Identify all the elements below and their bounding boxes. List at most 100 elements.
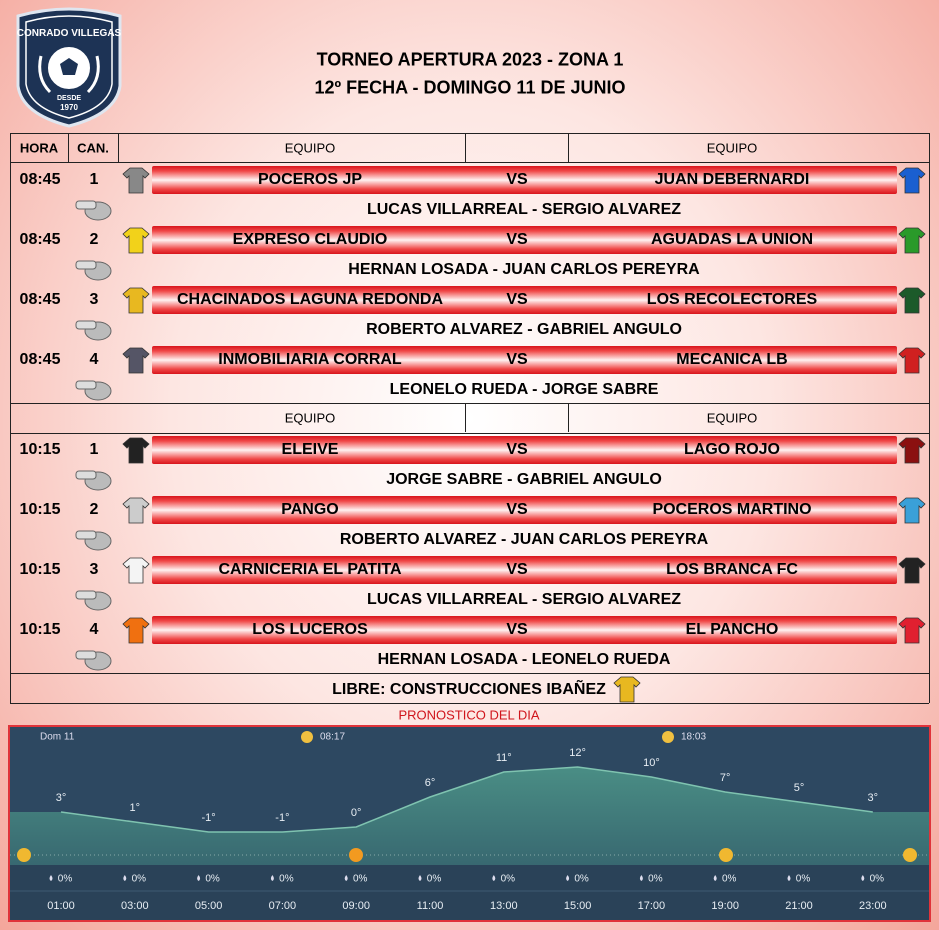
table-line [10,703,929,704]
whistle-icon [75,380,112,401]
table-line [10,673,929,674]
match-bar [152,496,897,524]
forecast-title: PRONOSTICO DEL DIA [398,707,540,723]
libre: LIBRE: CONSTRUCCIONES IBAÑEZ [332,681,606,698]
header-cell: CAN. [77,140,109,156]
drop-icon [713,875,717,881]
home-team: CARNICERIA EL PATITA [218,561,402,578]
logo-name: CONRADO VILLEGAS [17,28,122,39]
match-field: 2 [89,501,99,518]
match-field: 1 [89,441,99,458]
home-team: POCEROS JP [257,171,363,188]
away-shirt [898,557,926,584]
away-shirt [898,167,926,194]
hour-label: 13:00 [490,900,518,912]
rain-label: 0% [58,874,73,885]
temp-label: 3° [56,792,67,804]
temp-line [60,766,873,833]
home-shirt [122,347,150,374]
table-line [929,133,930,703]
hour-label: 01:00 [47,900,75,912]
logo: CONRADO VILLEGAS DESDE 1970 [16,7,122,128]
home-shirt [122,167,150,194]
match-time: 08:45 [19,231,61,248]
drop-icon [418,875,422,881]
drop-icon [566,875,570,881]
vs-label: VS [506,441,528,458]
away-shirt [898,497,926,524]
table-line [118,133,119,162]
temp-label: -1° [202,812,216,824]
match-time: 08:45 [19,351,61,368]
away-team: LOS RECOLECTORES [646,291,818,308]
table-line [568,133,569,162]
match-time: 10:15 [19,561,61,578]
referees: LUCAS VILLARREAL - SERGIO ALVAREZ [366,201,682,218]
rain-label: 0% [501,874,516,885]
table-line [10,433,929,434]
temp-label: 0° [351,807,362,819]
referees: HERNAN LOSADA - LEONELO RUEDA [377,651,671,668]
hour-label: 23:00 [859,900,887,912]
referees: HERNAN LOSADA - JUAN CARLOS PEREYRA [348,261,700,278]
header-cell: EQUIPO [706,140,758,156]
rain-label: 0% [870,874,885,885]
home-team: LOS LUCEROS [252,621,368,638]
home-shirt [122,497,150,524]
referees: LUCAS VILLARREAL - SERGIO ALVAREZ [366,591,682,608]
vs-label: VS [506,561,528,578]
header-cell: EQUIPO [284,140,336,156]
temp-label: 3° [868,792,879,804]
match-bar [152,616,897,644]
match-bar [152,556,897,584]
match-field: 1 [89,171,99,188]
rain-label: 0% [205,874,220,885]
title: TORNEO APERTURA 2023 - ZONA 1 [316,49,624,70]
table-line [68,133,69,162]
table-line [465,133,466,162]
home-team: ELEIVE [281,441,339,458]
home-team: INMOBILIARIA CORRAL [218,351,402,368]
rain-label: 0% [353,874,368,885]
hour-label: 21:00 [785,900,813,912]
home-shirt [122,557,150,584]
drop-icon [197,875,201,881]
vs-label: VS [506,621,528,638]
rain-label: 0% [279,874,294,885]
hour-label: 09:00 [342,900,370,912]
rain-label: 0% [132,874,147,885]
temp-label: 11° [496,752,512,764]
table-line [568,403,569,432]
away-shirt [898,617,926,644]
home-shirt [122,227,150,254]
sunrise-icon [301,731,313,743]
libre-shirt [613,676,641,703]
temp-label: 12° [569,747,586,759]
away-team: AGUADAS LA UNION [650,231,814,248]
vs-label: VS [506,351,528,368]
moon-icon [17,848,31,862]
whistle-icon [75,320,112,341]
subtitle: 12º FECHA - DOMINGO 11 DE JUNIO [314,77,626,98]
forecast-panel: Dom 11 08:17 18:03 3° 0% 01:00 1° 0% 03:00 -1° 0% 0… [8,725,931,922]
hour-label: 07:00 [269,900,297,912]
match-time: 10:15 [19,441,61,458]
away-shirt [898,287,926,314]
rain-label: 0% [574,874,589,885]
referees: ROBERTO ALVAREZ - JUAN CARLOS PEREYRA [339,531,709,548]
temp-label: 5° [794,782,805,794]
match-time: 10:15 [19,501,61,518]
whistle-icon [75,650,112,671]
whistle-icon [75,260,112,281]
match-field: 3 [89,291,99,308]
sun-icon [349,848,363,862]
drop-icon [639,875,643,881]
table-line [10,133,11,703]
vs-label: VS [506,171,528,188]
referees: JORGE SABRE - GABRIEL ANGULO [386,471,662,488]
rain-label: 0% [796,874,811,885]
hour-label: 19:00 [711,900,739,912]
header-cell: EQUIPO [284,410,336,426]
match-field: 2 [89,231,99,248]
whistle-icon [75,470,112,491]
